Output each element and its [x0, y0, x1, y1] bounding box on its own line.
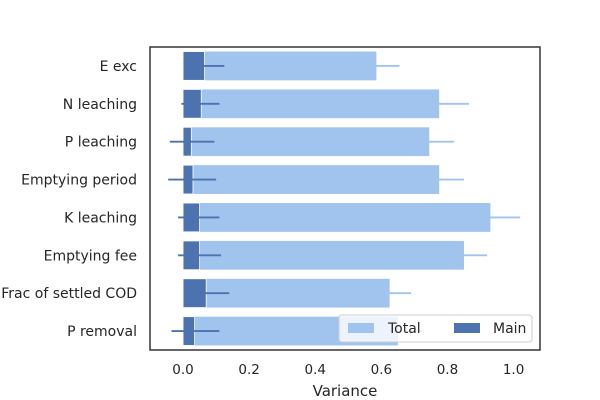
- legend-label-total: Total: [387, 321, 421, 337]
- bar-total-n-leaching: [183, 89, 440, 119]
- legend-swatch-main: [454, 323, 480, 333]
- bar-total-k-leaching: [183, 203, 491, 232]
- x-tick-label: 0.0: [172, 362, 193, 378]
- legend-swatch-total: [348, 323, 374, 333]
- errorbars-layer: [168, 65, 521, 332]
- x-tick-label: 1.0: [503, 362, 524, 378]
- bar-total-p-leaching: [183, 127, 430, 157]
- x-tick-label: 0.8: [437, 362, 458, 378]
- y-tick-label: P leaching: [65, 135, 137, 151]
- x-tick-label: 0.2: [238, 362, 259, 378]
- x-ticks: 0.0 0.2 0.4 0.6 0.8 1.0: [172, 362, 524, 378]
- legend: Total Main: [338, 314, 533, 343]
- y-tick-label: K leaching: [64, 210, 137, 226]
- legend-box: [338, 314, 533, 343]
- y-tick-labels: E exc N leaching P leaching Emptying period…: [1, 59, 137, 340]
- bar-total-emptying-fee: [183, 240, 464, 270]
- plot-frame: [149, 46, 541, 351]
- x-tick-label: 0.6: [371, 362, 392, 378]
- legend-label-main: Main: [493, 321, 526, 337]
- bar-total-emptying-period: [183, 165, 440, 194]
- bars-layer: [182, 51, 491, 346]
- y-tick-label: Emptying period: [21, 173, 137, 189]
- x-axis-label: Variance: [313, 382, 378, 400]
- y-tick-label: Emptying fee: [44, 248, 137, 264]
- y-tick-label: N leaching: [63, 97, 137, 113]
- x-tick-label: 0.4: [305, 362, 326, 378]
- y-tick-label: P removal: [67, 324, 137, 340]
- y-tick-label: Frac of settled COD: [1, 286, 137, 302]
- y-tick-label: E exc: [100, 59, 137, 75]
